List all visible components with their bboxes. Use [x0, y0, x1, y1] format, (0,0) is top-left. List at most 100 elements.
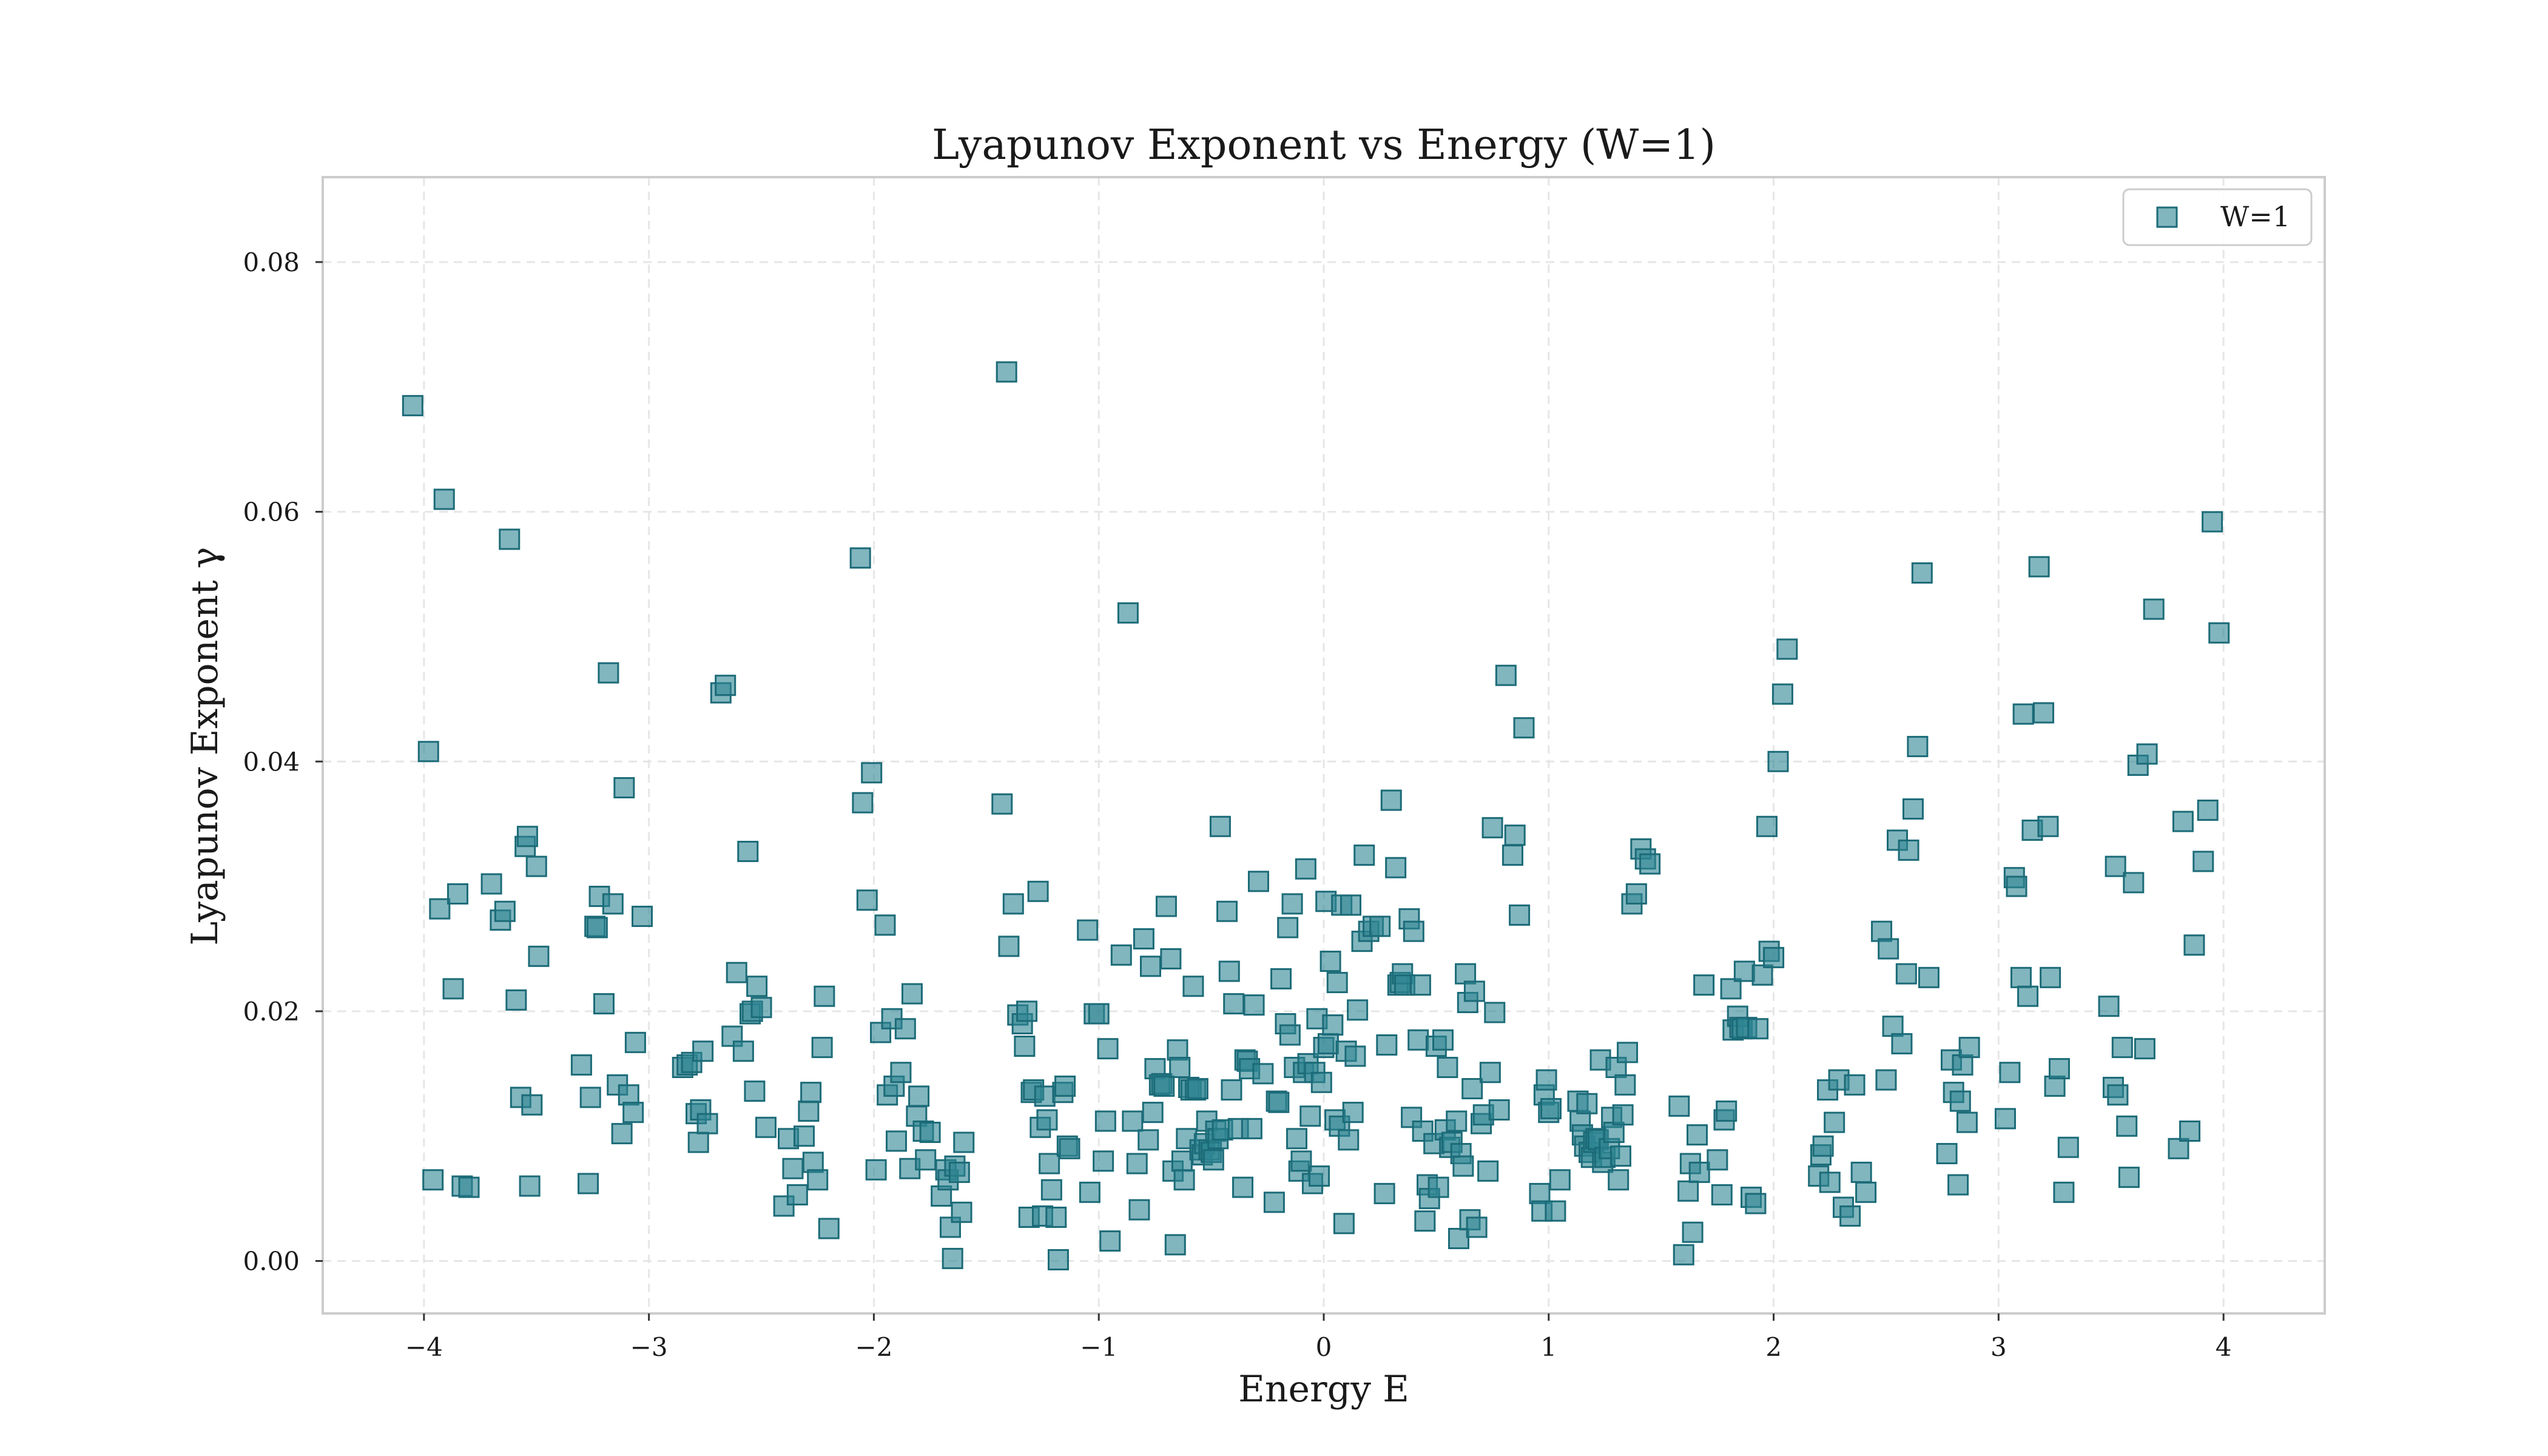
data-point: [1812, 1135, 1834, 1157]
data-point: [1707, 1149, 1728, 1171]
data-point: [1139, 956, 1161, 977]
data-point: [1027, 880, 1049, 902]
data-point: [1128, 1199, 1150, 1221]
data-point: [811, 1037, 833, 1059]
data-point: [1093, 1150, 1114, 1172]
data-point: [593, 993, 615, 1015]
data-point: [1369, 915, 1391, 937]
data-point: [1247, 871, 1269, 892]
data-point: [802, 1151, 824, 1173]
data-point: [1054, 1075, 1076, 1097]
data-point: [1299, 1105, 1321, 1127]
data-point: [2037, 815, 2059, 837]
data-point: [1333, 1213, 1355, 1235]
data-point: [1949, 1090, 1971, 1112]
data-point: [1138, 1129, 1159, 1151]
x-tick-label: −3: [630, 1332, 668, 1362]
data-point: [2208, 622, 2230, 644]
data-point: [1122, 1110, 1144, 1132]
data-point: [602, 893, 624, 915]
data-point: [2123, 872, 2145, 894]
data-point: [447, 883, 468, 905]
legend-box: [2122, 188, 2313, 246]
data-point: [687, 1131, 709, 1153]
data-point: [1059, 1138, 1080, 1159]
data-point: [732, 1040, 754, 1062]
data-point: [1952, 1054, 1973, 1076]
data-point: [1576, 1093, 1598, 1114]
data-point: [1338, 1129, 1360, 1151]
data-point: [1223, 993, 1245, 1015]
data-point: [1639, 853, 1661, 875]
data-point: [1427, 1176, 1449, 1198]
data-point: [782, 1158, 804, 1179]
data-point: [1693, 974, 1715, 996]
data-point: [1947, 1174, 1969, 1196]
data-point: [586, 917, 608, 939]
data-point: [516, 826, 538, 848]
data-point: [1437, 1057, 1458, 1079]
data-point: [894, 1018, 916, 1040]
data-point: [1448, 1228, 1469, 1250]
data-point: [1747, 1018, 1769, 1040]
data-point: [948, 1161, 970, 1183]
data-point: [1994, 1108, 2016, 1130]
data-point: [2006, 875, 2027, 897]
data-point: [1882, 1016, 1904, 1037]
data-point: [2017, 985, 2039, 1007]
data-point: [1455, 963, 1477, 985]
data-point: [1999, 1062, 2021, 1084]
data-point: [1326, 972, 1348, 994]
data-point: [1376, 1034, 1398, 1056]
data-point: [1295, 858, 1316, 880]
data-point: [1380, 789, 1402, 811]
y-tick-label: 0.08: [243, 248, 300, 277]
data-point: [1509, 904, 1531, 926]
data-point: [849, 547, 871, 569]
data-point: [1668, 1095, 1690, 1117]
data-point: [1281, 893, 1303, 915]
data-point: [2118, 1167, 2140, 1188]
data-point: [874, 914, 896, 936]
y-tick-label: 0.04: [243, 747, 300, 777]
data-point: [1484, 1002, 1506, 1023]
data-point: [1088, 1003, 1110, 1025]
data-point: [886, 1130, 908, 1152]
data-point: [996, 361, 1017, 383]
data-point: [1310, 1071, 1332, 1093]
data-point: [1079, 1181, 1100, 1203]
data-point: [1763, 946, 1785, 968]
data-point: [1133, 928, 1154, 950]
data-point: [1209, 815, 1231, 837]
data-point: [681, 1051, 703, 1073]
data-point: [1608, 1169, 1630, 1191]
data-point: [442, 978, 464, 1000]
data-point: [2134, 1038, 2155, 1060]
data-point: [1317, 1033, 1339, 1054]
data-point: [953, 1131, 975, 1153]
data-point: [2116, 1115, 2138, 1137]
x-tick-label: −1: [1080, 1332, 1117, 1362]
data-point: [1502, 844, 1523, 866]
x-tick-label: 2: [1765, 1332, 1782, 1362]
data-point: [1463, 980, 1485, 1002]
data-point: [2044, 1075, 2066, 1097]
legend-label: W=1: [2220, 200, 2290, 233]
data-point: [744, 1080, 766, 1102]
data-point: [2168, 1138, 2189, 1159]
x-tick-label: 0: [1316, 1332, 1332, 1362]
data-point: [1682, 1221, 1704, 1243]
data-point: [1016, 1000, 1038, 1022]
data-point: [570, 1054, 592, 1076]
data-point: [2012, 703, 2034, 725]
data-point: [1479, 1062, 1501, 1084]
data-point: [1347, 999, 1369, 1021]
data-point: [1466, 1216, 1488, 1238]
grid: [323, 177, 2325, 1313]
data-point: [417, 741, 439, 763]
data-point: [1535, 1069, 1557, 1091]
data-point: [1720, 978, 1742, 1000]
data-point: [1340, 894, 1361, 916]
data-point: [1342, 1102, 1364, 1124]
data-point: [1776, 638, 1798, 660]
